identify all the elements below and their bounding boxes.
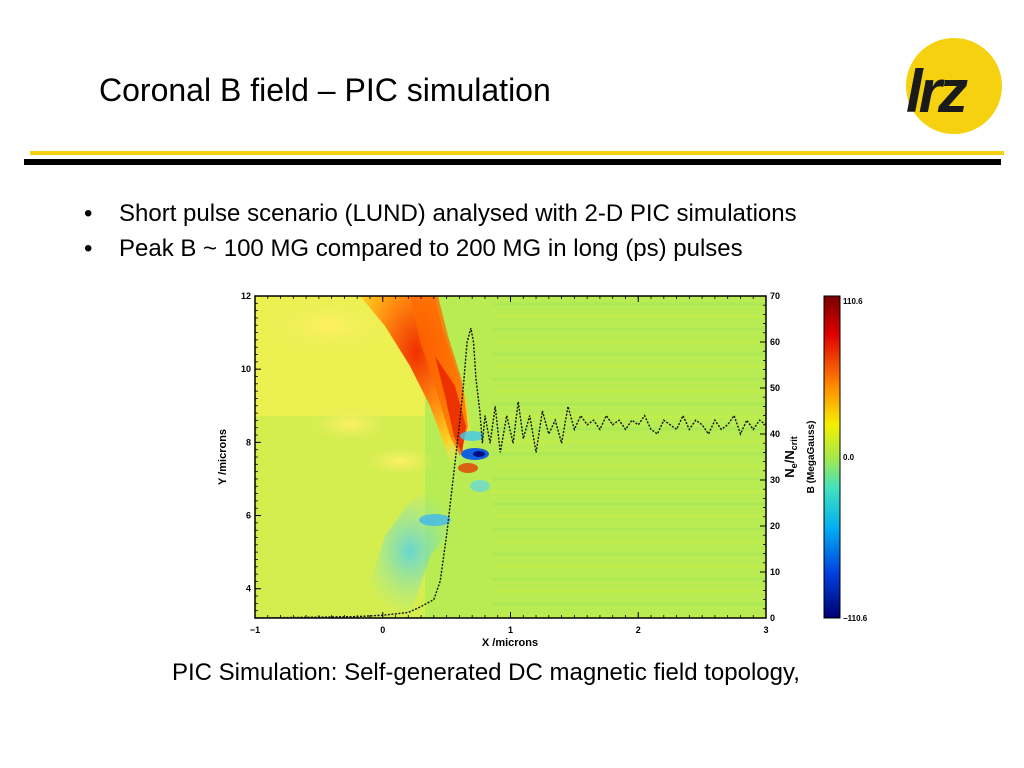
x-axis-ticks: −1 0 1 2 3: [250, 296, 769, 635]
colorbar: [823, 295, 841, 619]
y-tick-label: 4: [246, 584, 251, 594]
right-axis-ticks: 0 10 20 30 40 50 60 70: [760, 291, 780, 623]
x-tick-label: 3: [763, 625, 768, 635]
right-tick-label: 40: [770, 429, 780, 439]
colorbar-ticks: 110.6 0.0 −110.6: [843, 297, 868, 623]
bullet-list: • Short pulse scenario (LUND) analysed wi…: [84, 197, 797, 267]
logo-text: lrz: [906, 58, 968, 125]
colorbar-tick-label: −110.6: [843, 614, 868, 623]
bullet-item: • Peak B ~ 100 MG compared to 200 MG in l…: [84, 232, 797, 267]
header-rule-black: [24, 159, 1001, 165]
bullet-text: Short pulse scenario (LUND) analysed wit…: [119, 200, 797, 227]
x-axis-label: X /microns: [482, 637, 538, 649]
bullet-text: Peak B ~ 100 MG compared to 200 MG in lo…: [119, 235, 743, 262]
colorbar-tick-label: 0.0: [843, 453, 855, 462]
y-axis-ticks: 4 6 8 10 12: [241, 291, 261, 612]
right-tick-label: 60: [770, 337, 780, 347]
y-tick-label: 10: [241, 364, 251, 374]
slide-title: Coronal B field – PIC simulation: [99, 72, 551, 108]
x-tick-label: −1: [250, 625, 260, 635]
lrz-logo: lrz: [906, 38, 1002, 134]
x-tick-label: 2: [636, 625, 641, 635]
y-tick-label: 6: [246, 511, 251, 521]
x-tick-label: 1: [508, 625, 513, 635]
colorbar-label: B (MegaGauss): [806, 421, 817, 494]
y-tick-label: 8: [246, 437, 251, 447]
right-axis-label: Ne/Ncrit: [782, 436, 799, 477]
right-tick-label: 10: [770, 567, 780, 577]
right-tick-label: 0: [770, 613, 775, 623]
figure-caption: PIC Simulation: Self-generated DC magnet…: [172, 659, 800, 686]
y-axis-label: Y /microns: [217, 429, 229, 485]
logo-yellow-disc: [906, 38, 1002, 134]
x-tick-label: 0: [380, 625, 385, 635]
right-tick-label: 50: [770, 383, 780, 393]
heatmap-field: [255, 296, 766, 618]
right-tick-label: 70: [770, 291, 780, 301]
bullet-item: • Short pulse scenario (LUND) analysed wi…: [84, 197, 797, 232]
y-tick-label: 12: [241, 291, 251, 301]
right-tick-label: 30: [770, 475, 780, 485]
header-rule-yellow: [30, 151, 1004, 155]
bullet-marker: •: [84, 235, 93, 262]
bullet-marker: •: [84, 200, 93, 227]
colorbar-tick-label: 110.6: [843, 297, 863, 306]
right-tick-label: 20: [770, 521, 780, 531]
